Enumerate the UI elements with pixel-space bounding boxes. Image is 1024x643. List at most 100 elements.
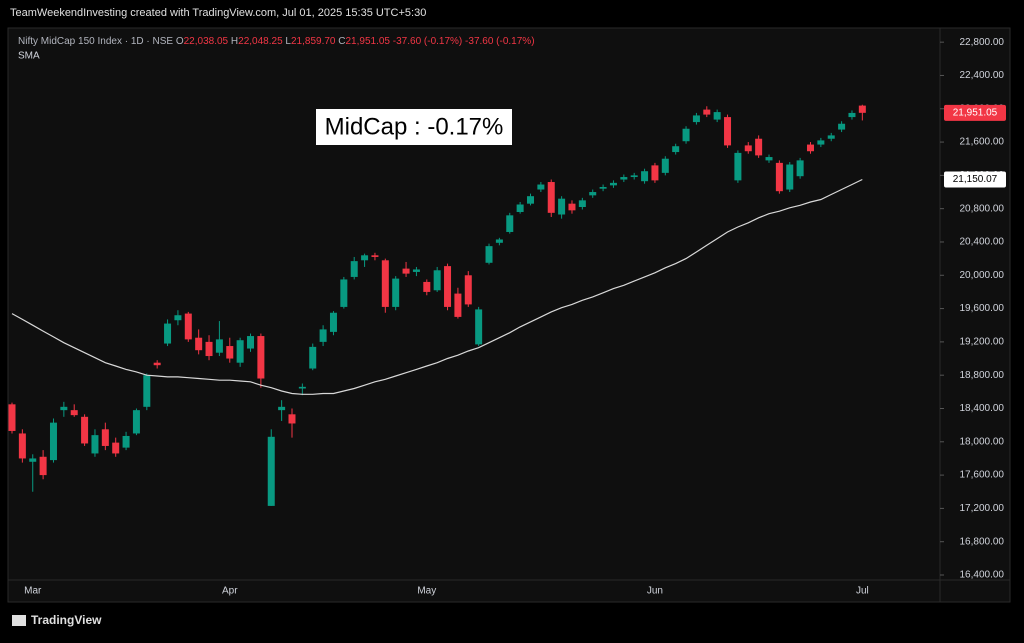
- annotation: MidCap : -0.17%: [325, 113, 504, 140]
- candle-body: [578, 200, 586, 208]
- candle-body: [174, 315, 182, 321]
- candle-body: [713, 112, 721, 120]
- candle-body: [60, 406, 68, 411]
- candle-body: [485, 246, 493, 263]
- candle-body: [609, 182, 617, 186]
- candle-body: [630, 175, 638, 178]
- candle-body: [537, 184, 545, 190]
- candle-body: [122, 435, 130, 448]
- candle-body: [786, 164, 794, 190]
- candle-body: [132, 410, 140, 434]
- candle-body: [350, 261, 358, 277]
- open-value: 22,038.05: [184, 36, 229, 47]
- candle-body: [49, 422, 57, 461]
- y-tick-label: 21,600.00: [960, 137, 1005, 148]
- x-tick-label: Jul: [856, 586, 869, 597]
- x-tick-label: Apr: [222, 586, 238, 597]
- candle-body: [153, 362, 161, 366]
- candle-body: [599, 187, 607, 189]
- low-value: 21,859.70: [291, 36, 336, 47]
- candle-body: [402, 268, 410, 274]
- candle-body: [755, 138, 763, 156]
- open-label: O: [176, 36, 184, 47]
- candle-body: [236, 340, 244, 363]
- candle-body: [278, 406, 286, 411]
- y-tick-label: 19,200.00: [960, 337, 1005, 348]
- close-label: C: [338, 36, 345, 47]
- candle-body: [340, 279, 348, 307]
- candle-body: [309, 346, 317, 369]
- candle-body: [661, 158, 669, 173]
- footer-brand: TradingView: [31, 613, 102, 627]
- candle-body: [838, 123, 846, 130]
- candle-body: [226, 346, 234, 359]
- candle-body: [8, 404, 16, 431]
- high-label: H: [231, 36, 238, 47]
- symbol: Nifty MidCap 150 Index · 1D · NSE: [18, 36, 173, 47]
- candle-body: [744, 145, 752, 152]
- candle-body: [392, 278, 400, 307]
- candle-body: [444, 266, 452, 307]
- candle-body: [527, 196, 534, 204]
- candle-body: [734, 152, 742, 181]
- candle-body: [205, 341, 213, 357]
- logo-icon: [12, 615, 26, 626]
- candle-body: [143, 375, 151, 407]
- y-tick-label: 22,400.00: [960, 70, 1005, 81]
- candle-body: [112, 442, 120, 454]
- candle-body: [848, 112, 856, 118]
- y-tick-label: 20,400.00: [960, 237, 1005, 248]
- candle-body: [101, 429, 109, 446]
- candle-body: [257, 336, 265, 379]
- x-tick-label: Jun: [647, 586, 663, 597]
- candle-body: [454, 293, 462, 317]
- change: -37.60 (-0.17%): [465, 36, 534, 47]
- candle-body: [775, 162, 783, 192]
- candle-body: [195, 337, 203, 351]
- candle-body: [184, 313, 192, 340]
- sma-line: [11, 178, 863, 395]
- y-tick-label: 17,600.00: [960, 470, 1005, 481]
- candle-body: [91, 435, 99, 454]
- change: -37.60 (-0.17%): [393, 36, 462, 47]
- candle-body: [412, 269, 420, 272]
- y-tick-label: 17,200.00: [960, 503, 1005, 514]
- candle-body: [817, 140, 825, 145]
- y-tick-label: 18,000.00: [960, 436, 1005, 447]
- y-tick-label: 16,800.00: [960, 536, 1005, 547]
- annotation-box: [316, 109, 512, 145]
- candle-body: [682, 128, 690, 142]
- high-value: 22,048.25: [238, 36, 283, 47]
- y-tick-label: 20,000.00: [960, 270, 1005, 281]
- footer-logo: [12, 615, 26, 626]
- y-tick-label: 19,600.00: [960, 303, 1005, 314]
- candle-body: [247, 336, 255, 349]
- price-tag-label: 21,150.07: [953, 174, 998, 185]
- candle-body: [558, 198, 566, 215]
- candle-body: [672, 146, 680, 153]
- candle-body: [329, 312, 337, 332]
- price-tag: [944, 104, 1006, 121]
- low-label: L: [285, 36, 291, 47]
- candle-body: [651, 165, 659, 181]
- candle-body: [298, 386, 306, 389]
- candle-body: [506, 215, 514, 232]
- candle-body: [620, 177, 628, 180]
- candle-body: [495, 239, 503, 243]
- candle-body: [29, 458, 37, 462]
- y-tick-label: 18,800.00: [960, 370, 1005, 381]
- candle-body: [81, 416, 89, 444]
- candle-body: [361, 255, 369, 261]
- x-tick-label: May: [417, 586, 436, 597]
- y-tick-label: 16,400.00: [960, 570, 1005, 581]
- candle-body: [589, 192, 597, 196]
- candle-body: [215, 339, 223, 353]
- candle-body: [765, 157, 773, 161]
- candle-body: [433, 270, 441, 291]
- candle-body: [806, 144, 814, 152]
- candle-body: [70, 410, 78, 416]
- price-tag-label: 21,951.05: [953, 107, 998, 118]
- candle-body: [381, 260, 389, 307]
- candle-body: [464, 275, 472, 305]
